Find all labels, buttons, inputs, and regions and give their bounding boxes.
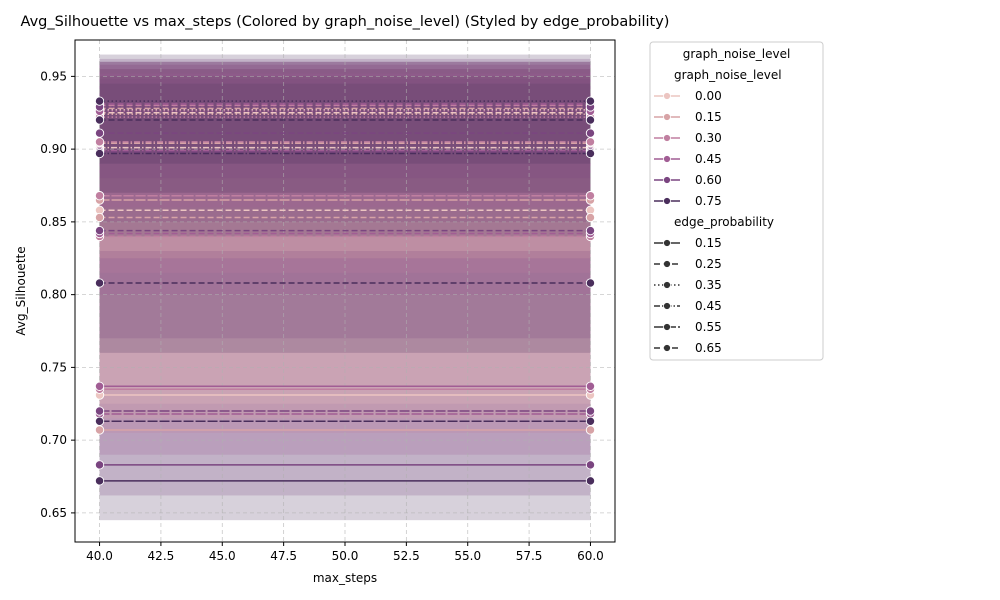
legend-style-marker <box>663 239 671 247</box>
series-point <box>585 416 596 426</box>
series-point <box>94 212 105 223</box>
legend-style-label: 0.15 <box>695 236 722 250</box>
series-point <box>585 96 596 106</box>
y-axis-label: Avg_Silhouette <box>14 246 28 335</box>
legend-style-marker <box>663 323 671 331</box>
x-axis-ticks: 40.0 42.5 45.0 47.5 50.0 52.5 55.0 57.5 60.0 <box>86 542 604 563</box>
y-tick-label: 0.65 <box>40 506 67 520</box>
legend-style-label: 0.55 <box>695 320 722 334</box>
y-tick-label: 0.80 <box>40 288 67 302</box>
legend-style-label: 0.35 <box>695 278 722 292</box>
x-tick-label: 45.0 <box>209 549 236 563</box>
y-tick-label: 0.75 <box>40 360 67 374</box>
series-point <box>94 96 105 106</box>
x-tick-label: 57.5 <box>516 549 543 563</box>
series-point <box>94 115 105 125</box>
series-point <box>585 128 596 138</box>
series-point <box>94 148 105 159</box>
series-point <box>94 191 105 201</box>
legend-title: graph_noise_level <box>683 47 791 61</box>
series-point <box>585 212 596 223</box>
x-tick-label: 60.0 <box>577 549 604 563</box>
x-tick-label: 47.5 <box>270 549 297 563</box>
legend-hue-marker <box>663 197 671 205</box>
series-point <box>585 406 596 416</box>
series-point <box>94 225 105 236</box>
legend-style-marker <box>663 281 671 289</box>
series-point <box>94 128 105 138</box>
y-tick-label: 0.70 <box>40 433 67 447</box>
x-tick-label: 55.0 <box>454 549 481 563</box>
y-axis-ticks: 0.65 0.70 0.75 0.80 0.85 0.90 0.95 <box>40 69 75 520</box>
y-tick-label: 0.90 <box>40 142 67 156</box>
legend-style-label: 0.65 <box>695 341 722 355</box>
series-point <box>585 137 596 147</box>
chart-title: Avg_Silhouette vs max_steps (Colored by … <box>21 14 670 30</box>
legend-hue-label: 0.15 <box>695 110 722 124</box>
y-tick-label: 0.95 <box>40 69 67 83</box>
series-point <box>94 406 105 416</box>
series-point <box>94 137 105 147</box>
legend-hue-header: graph_noise_level <box>674 68 782 82</box>
legend-hue-marker <box>663 155 671 163</box>
series-markers <box>94 96 596 486</box>
y-tick-label: 0.85 <box>40 215 67 229</box>
series-point <box>94 476 105 486</box>
series-point <box>585 225 596 236</box>
series-lines <box>99 100 591 482</box>
series-point <box>585 148 596 159</box>
series-point <box>585 191 596 201</box>
legend-hue-label: 0.60 <box>695 173 722 187</box>
series-point <box>585 115 596 125</box>
legend-style-header: edge_probability <box>674 215 774 229</box>
series-point <box>94 278 105 288</box>
series-point <box>585 381 596 391</box>
legend-hue-label: 0.45 <box>695 152 722 166</box>
series-point <box>94 381 105 391</box>
legend-style-marker <box>663 302 671 310</box>
series-point <box>94 416 105 426</box>
grid-lines <box>75 40 615 542</box>
legend-hue-label: 0.00 <box>695 89 722 103</box>
series-point <box>585 425 596 435</box>
series-point <box>585 460 596 470</box>
series-point <box>94 460 105 470</box>
legend-hue-marker <box>663 134 671 142</box>
legend-style-label: 0.45 <box>695 299 722 313</box>
x-tick-label: 42.5 <box>148 549 175 563</box>
x-tick-label: 52.5 <box>393 549 420 563</box>
legend: graph_noise_level graph_noise_level 0.00 0.… <box>649 41 824 361</box>
series-point <box>585 476 596 486</box>
legend-hue-label: 0.75 <box>695 194 722 208</box>
series-point <box>94 425 105 435</box>
legend-box <box>649 41 824 361</box>
legend-style-marker <box>663 260 671 268</box>
legend-hue-marker <box>663 92 671 100</box>
legend-hue-label: 0.30 <box>695 131 722 145</box>
legend-style-marker <box>663 344 671 352</box>
x-axis-label: max_steps <box>313 571 377 585</box>
x-tick-label: 50.0 <box>332 549 359 563</box>
x-tick-label: 40.0 <box>86 549 113 563</box>
legend-style-label: 0.25 <box>695 257 722 271</box>
legend-hue-marker <box>663 176 671 184</box>
series-point <box>585 278 596 288</box>
legend-hue-marker <box>663 113 671 121</box>
